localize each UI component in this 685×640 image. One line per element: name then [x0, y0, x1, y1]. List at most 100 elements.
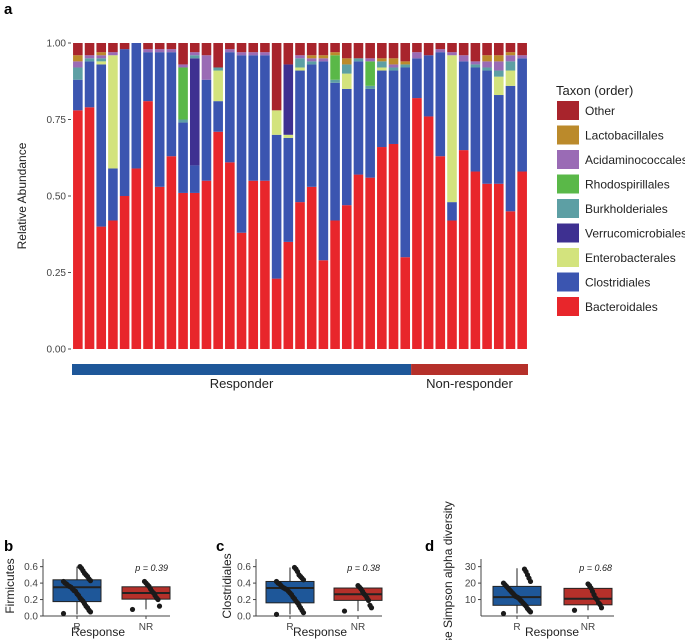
bar-segment-burkholderiales	[189, 55, 200, 59]
bar-segment-other	[96, 43, 107, 53]
panel-label-c: c	[216, 538, 224, 555]
bar-segment-bacteroidales	[306, 186, 317, 349]
bar-segment-acidaminococcales	[458, 55, 469, 62]
bar-segment-burkholderiales	[365, 85, 375, 89]
legend-swatch-enterobacterales	[557, 248, 579, 267]
data-point	[141, 578, 148, 585]
legend-swatch-other	[557, 101, 579, 120]
bar-segment-burkholderiales	[306, 61, 317, 65]
stacked-bar-chart: Relative Abundance 0.000.250.500.751.00 …	[15, 39, 685, 392]
bar-series	[73, 43, 527, 349]
bar-segment-other	[119, 43, 130, 50]
y-tick-label: 0.6	[237, 562, 251, 573]
bar-segment-other	[236, 43, 247, 53]
bar-segment-bacteroidales	[482, 183, 492, 349]
boxplot-clostridiales: Clostridiales Response p = 0.38 0.0 0.2 0.…	[220, 553, 383, 639]
boxplot-firmicutes: Firmicutes Response p = 0.39 0.0 0.2 0.4 0.…	[3, 558, 171, 639]
bar-segment-clostridiales	[365, 88, 375, 178]
bar-segment-bacteroidales	[341, 205, 352, 349]
bar-segment-clostridiales	[435, 52, 446, 157]
y-axis-label: Clostridiales	[220, 553, 234, 618]
bar-segment-other	[84, 43, 95, 56]
y-tick-label: 0.2	[237, 595, 251, 606]
bar-segment-other	[412, 43, 422, 53]
legend-label-verrucomicrobiales: Verrucomicrobiales	[585, 227, 685, 241]
y-tick-label: 1.00	[47, 39, 67, 50]
bar-segment-acidaminococcales	[482, 61, 492, 68]
bar-segment-bacteroidales	[283, 241, 294, 349]
bar-segment-other	[108, 43, 118, 53]
bar-segment-enterobacterales	[505, 70, 516, 86]
y-tick-label: 0.4	[237, 579, 251, 590]
bar-segment-other	[306, 43, 317, 56]
bar-segment-acidaminococcales	[295, 55, 305, 59]
bar-segment-clostridiales	[154, 52, 165, 187]
legend-swatch-acidaminococcales	[557, 150, 579, 169]
bar-segment-clostridiales	[166, 52, 177, 157]
bar-segment-clostridiales	[236, 55, 247, 233]
y-tick-label: 0.2	[24, 595, 38, 606]
bar-segment-clostridiales	[283, 137, 294, 242]
data-point	[291, 564, 298, 571]
bar-segment-other	[341, 43, 352, 59]
y-tick-label: 0.25	[47, 268, 67, 279]
bar-segment-other	[353, 43, 364, 59]
bar-segment-other	[330, 43, 340, 53]
bar-segment-bacteroidales	[213, 131, 223, 349]
y-tick-label: 0.0	[24, 612, 38, 623]
bar-segment-lactobacillales	[388, 58, 399, 65]
bar-segment-clostridiales	[458, 61, 469, 151]
y-axis-label: Firmicutes	[3, 558, 17, 613]
bar-segment-acidaminococcales	[365, 58, 375, 62]
bar-segment-burkholderiales	[96, 58, 107, 62]
bar-segment-enterobacterales	[493, 76, 504, 96]
bar-segment-burkholderiales	[388, 67, 399, 71]
bar-segment-acidaminococcales	[84, 55, 95, 59]
bar-segment-clostridiales	[73, 79, 83, 111]
panel-label-b: b	[4, 538, 13, 555]
bar-segment-other	[365, 43, 375, 59]
bar-segment-other	[505, 43, 516, 53]
data-point	[60, 610, 67, 617]
bar-segment-acidaminococcales	[248, 52, 259, 56]
bar-segment-clostridiales	[271, 134, 282, 279]
group-label: Responder	[210, 376, 274, 391]
bar-segment-enterobacterales	[377, 67, 387, 71]
x-axis-label: Response	[293, 625, 347, 639]
boxplot-inverse-simpson: Inverse Simpson alpha diversity Response…	[441, 501, 614, 640]
bar-segment-enterobacterales	[271, 110, 282, 135]
bar-segment-acidaminococcales	[143, 49, 153, 53]
bar-segment-clostridiales	[505, 85, 516, 212]
bar-segment-burkholderiales	[341, 64, 352, 74]
bar-segment-burkholderiales	[295, 58, 305, 68]
bar-segment-burkholderiales	[353, 58, 364, 62]
bar-segment-clostridiales	[178, 122, 188, 193]
bar-segment-bacteroidales	[225, 162, 235, 349]
bar-segment-enterobacterales	[96, 61, 107, 65]
bar-segment-bacteroidales	[189, 192, 200, 349]
bar-segment-other	[517, 43, 527, 56]
x-tick-label: R	[286, 622, 293, 633]
bar-segment-acidaminococcales	[318, 58, 329, 62]
bar-segment-bacteroidales	[143, 101, 153, 349]
bar-segment-acidaminococcales	[189, 52, 200, 56]
bar-segment-acidaminococcales	[96, 55, 107, 59]
bar-segment-clostridiales	[377, 70, 387, 148]
data-point	[367, 602, 373, 608]
y-axis: 0.00 0.25 0.50 0.75 1.00	[47, 39, 71, 356]
bar-segment-burkholderiales	[400, 64, 411, 68]
bar-segment-clostridiales	[225, 52, 235, 163]
bar-segment-verrucomicrobiales	[283, 64, 294, 135]
bar-segment-bacteroidales	[435, 156, 446, 349]
bar-segment-lactobacillales	[341, 58, 352, 65]
bar-segment-bacteroidales	[166, 156, 177, 349]
data-point	[273, 578, 280, 585]
panel-label-d: d	[425, 538, 434, 555]
p-value: p = 0.68	[578, 563, 612, 573]
bar-segment-rhodospirillales	[178, 67, 188, 120]
bar-segment-acidaminococcales	[412, 52, 422, 59]
y-tick-label: 0.00	[47, 345, 67, 356]
legend-label-bacteroidales: Bacteroidales	[585, 300, 658, 314]
panel-label-a: a	[4, 1, 13, 18]
bar-segment-burkholderiales	[330, 79, 340, 83]
